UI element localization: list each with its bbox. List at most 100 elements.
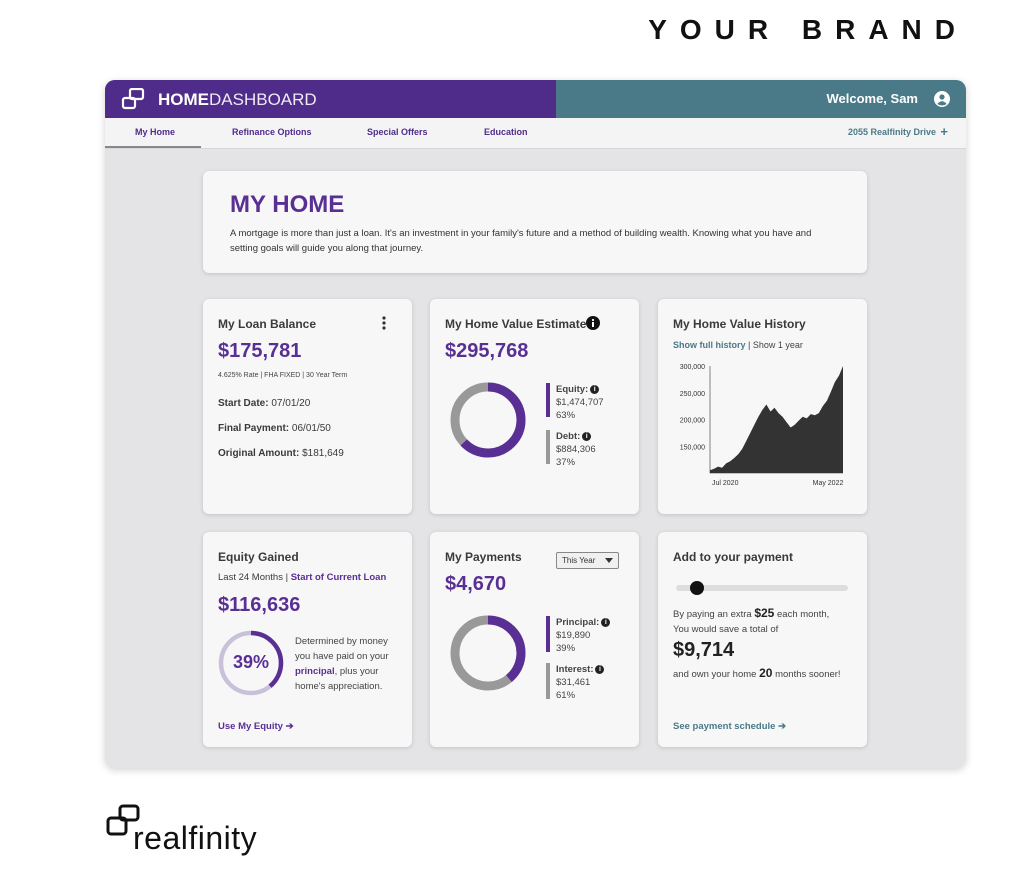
card-title: My Loan Balance [218,317,317,331]
info-icon[interactable] [586,316,600,330]
see-payment-schedule-link[interactable]: See payment schedule ➔ [673,721,786,732]
x-tick-label: May 2022 [813,480,844,487]
final-payment-value: 06/01/50 [291,423,331,434]
x-tick-label: Jul 2020 [712,480,739,487]
use-my-equity-link[interactable]: Use My Equity ➔ [218,721,294,732]
arrow-right-icon: ➔ [778,721,787,732]
debt-value: $884,306 [556,444,596,455]
payoff-post: months sooner! [772,669,841,680]
extra-payment-slider-handle[interactable] [689,581,704,595]
equity-percent: 63% [556,410,576,421]
app-title[interactable]: HOMEDASHBOARD [158,90,317,110]
debt-legend-bar [546,430,550,464]
active-tab-indicator [105,146,201,148]
logo-icon [121,88,145,110]
main-nav: My Home Refinance Options Special Offers… [105,118,966,149]
payments-donut-chart [450,615,526,691]
equity-donut-chart [450,382,526,458]
brand-heading: YOUR BRAND [648,14,968,45]
start-of-loan-link[interactable]: Start of Current Loan [290,572,387,583]
dashboard-window: HOMEDASHBOARD Welcome, Sam My Home Refin… [105,80,966,768]
interest-percent: 61% [556,690,576,701]
extra-amount: $25 [754,606,775,620]
principal-legend-bar [546,616,550,652]
realfinity-logo-icon [106,804,140,836]
page-title: MY HOME [230,191,345,218]
principal-label: Principal: [556,617,600,628]
extra-text-post: each month, [774,609,830,620]
info-icon[interactable]: i [590,385,600,394]
extra-payment-slider-track[interactable] [676,585,848,591]
debt-legend: Debt: i $884,306 37% [556,430,596,469]
equity-gained-card: Equity Gained Last 24 Months | Start of … [203,532,412,747]
y-tick-label: 150,000 [680,444,705,451]
debt-label: Debt: [556,431,581,442]
app-title-bold: HOME [158,90,209,109]
tab-education[interactable]: Education [484,127,528,137]
info-icon[interactable]: i [595,665,605,674]
range-separator: | [748,340,751,350]
interest-legend: Interest: i $31,461 61% [556,663,605,702]
tab-special-offers[interactable]: Special Offers [367,127,428,137]
payments-amount: $4,670 [445,573,507,595]
plus-icon[interactable]: + [940,124,948,139]
original-amount-value: $181,649 [302,448,344,459]
debt-percent: 37% [556,457,576,468]
equity-description: Determined by money you have paid on you… [295,634,399,694]
period-select[interactable]: This Year [556,552,619,569]
start-date-label: Start Date: [218,398,269,409]
interest-legend-bar [546,663,550,699]
intro-text: A mortgage is more than just a loan. It'… [230,228,812,254]
tab-my-home[interactable]: My Home [135,127,176,137]
principal-link[interactable]: principal [295,666,335,677]
home-value-area [710,366,843,473]
equity-label: Equity: [556,384,589,395]
original-amount-row: Original Amount: $181,649 [218,448,344,459]
card-title: Add to your payment [673,550,794,564]
home-value-history-card: My Home Value History Show full history … [658,299,867,514]
tab-refinance-options[interactable]: Refinance Options [232,127,312,137]
equity-percent: 39% [232,652,270,672]
equity-value: $1,474,707 [556,397,604,408]
use-my-equity-label: Use My Equity [218,721,283,732]
savings-explanation: By paying an extra $25 each month, You w… [673,606,858,637]
app-title-light: DASHBOARD [209,90,317,109]
principal-percent: 39% [556,643,576,654]
principal-value: $19,890 [556,630,591,641]
interest-value: $31,461 [556,677,591,688]
property-address-link[interactable]: 2055 Realfinity Drive [847,127,936,137]
equity-legend: Equity: i $1,474,707 63% [556,383,604,422]
footer-logo-text: realfinity [133,820,258,856]
start-date-value: 07/01/20 [271,398,311,409]
add-to-payment-card: Add to your payment By paying an extra $… [658,532,867,747]
show-full-history-link[interactable]: Show full history [673,340,746,350]
show-one-year-link[interactable]: Show 1 year [752,340,803,350]
equity-gained-amount: $116,636 [218,594,301,616]
equity-desc-part2: , plus your home's appreciation. [295,666,383,692]
period-select-value: This Year [562,556,596,565]
payoff-pre: and own your home [673,669,760,680]
intro-card: MY HOME A mortgage is more than just a l… [203,171,867,273]
user-account-icon[interactable] [934,91,950,107]
home-value-area-chart: 300,000 250,000 200,000 150,000 Jul 2020 May … [680,364,844,487]
original-amount-label: Original Amount: [218,448,300,459]
final-payment-label: Final Payment: [218,423,290,434]
welcome-text: Welcome, Sam [826,91,918,106]
period-separator: | [285,572,289,583]
info-icon[interactable]: i [601,618,611,627]
loan-balance-card: My Loan Balance $175,781 4.625% Rate | F… [203,299,412,514]
extra-text-pre: By paying an extra [673,609,755,620]
interest-label: Interest: [556,664,594,675]
months-sooner: 20 [759,666,773,680]
y-tick-label: 250,000 [680,391,705,398]
card-title: My Payments [445,550,522,564]
chevron-down-icon [605,558,613,563]
savings-lead: You would save a total of [673,624,779,635]
equity-progress-ring [218,630,284,696]
info-icon[interactable]: i [582,432,592,441]
card-title: My Home Value Estimate [445,317,587,331]
loan-terms: 4.625% Rate | FHA FIXED | 30 Year Term [218,372,348,379]
y-tick-label: 300,000 [680,364,705,371]
payments-card: My Payments This Year $4,670 Principal: i… [430,532,639,747]
more-options-icon[interactable] [381,316,387,330]
